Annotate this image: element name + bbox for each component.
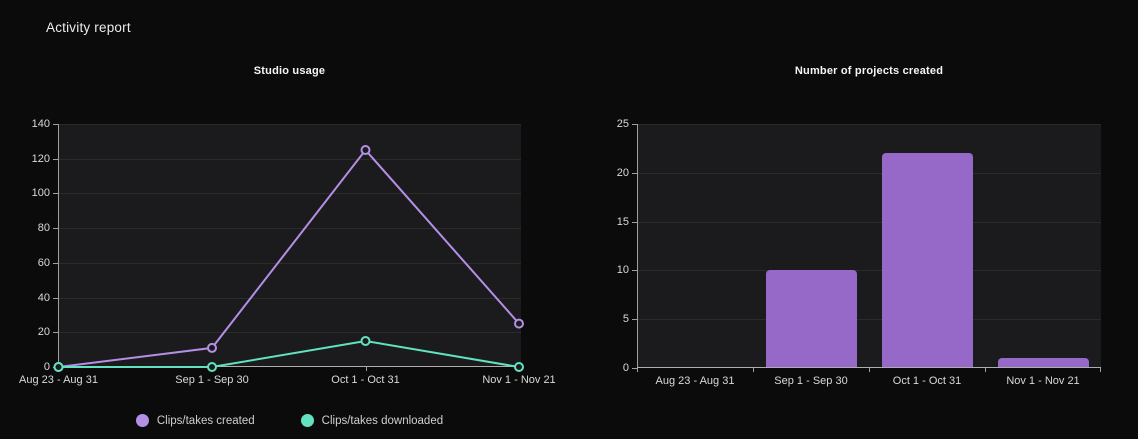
y-tick-label: 140: [31, 118, 50, 130]
line-series-1: [58, 339, 520, 368]
x-spine: [58, 366, 521, 367]
bar-chart-plot: 0 5 10 15 20 25 Aug 23 - Aug 31 Sep 1 - Sep 30 O…: [617, 118, 1101, 387]
y-tick-label: 10: [616, 264, 629, 276]
gridline: [637, 173, 1101, 174]
x-tick-label: Nov 1 - Nov 21: [482, 374, 556, 386]
x-tick-label: Aug 23 - Aug 31: [655, 375, 735, 387]
y-tick-label: 80: [37, 222, 50, 234]
y-tick-label: 0: [43, 361, 50, 373]
line-chart-legend: Clips/takes created Clips/takes downloade…: [58, 414, 521, 427]
x-tick: [985, 368, 986, 372]
x-tick: [366, 367, 367, 371]
gridline: [58, 263, 521, 264]
data-point-marker: [53, 362, 64, 372]
gridline: [58, 228, 521, 229]
gridline: [637, 319, 1101, 320]
y-spine: [637, 124, 638, 368]
y-tick-label: 25: [616, 118, 629, 130]
x-tick: [637, 368, 638, 372]
gridline: [637, 124, 1101, 125]
legend-item-0[interactable]: Clips/takes created: [135, 414, 255, 427]
x-spine: [637, 367, 1101, 368]
bar: [766, 270, 857, 367]
y-tick-label: 40: [37, 292, 50, 304]
y-tick: [53, 332, 58, 333]
x-tick-label: Sep 1 - Sep 30: [175, 374, 249, 386]
y-tick-label: 120: [31, 153, 50, 165]
y-tick-label: 60: [37, 257, 50, 269]
legend-label: Clips/takes downloaded: [321, 414, 444, 427]
data-point-marker: [514, 318, 524, 329]
x-tick-label: Oct 1 - Oct 31: [331, 374, 400, 386]
y-tick: [53, 263, 58, 264]
x-tick: [753, 368, 754, 372]
legend-dot-icon: [135, 414, 149, 427]
y-tick-label: 20: [616, 167, 629, 179]
data-point-marker: [514, 362, 524, 372]
y-tick: [632, 173, 637, 174]
gridline: [58, 298, 521, 299]
legend-item-1[interactable]: Clips/takes downloaded: [300, 414, 444, 427]
y-tick: [53, 228, 58, 229]
y-tick: [632, 222, 637, 223]
y-tick-label: 20: [37, 326, 50, 338]
gridline: [637, 270, 1101, 271]
x-tick-label: Nov 1 - Nov 21: [1006, 375, 1080, 387]
y-tick-label: 0: [622, 362, 629, 374]
legend-label: Clips/takes created: [156, 414, 255, 427]
line-series-0: [58, 148, 520, 368]
y-tick: [53, 124, 58, 125]
bar: [998, 358, 1089, 367]
y-tick-label: 15: [616, 216, 629, 228]
y-tick: [53, 298, 58, 299]
gridline: [58, 332, 521, 333]
y-tick: [632, 368, 637, 369]
gridline: [58, 193, 521, 194]
x-tick-label: Sep 1 - Sep 30: [774, 375, 848, 387]
line-chart-plot: 0 20 40 60 80 100 120 140 Aug 23 - Aug 31 Sep 1 -…: [19, 118, 556, 386]
y-tick: [53, 159, 58, 160]
page-title: Activity report: [46, 20, 131, 35]
y-tick: [632, 124, 637, 125]
data-point-marker: [207, 342, 217, 353]
x-tick-label: Oct 1 - Oct 31: [892, 375, 962, 387]
y-tick-label: 100: [31, 187, 50, 199]
line-series-canvas: [53, 145, 524, 372]
bar: [882, 153, 973, 367]
bar-chart-title: Number of projects created: [794, 65, 944, 77]
y-spine: [58, 124, 59, 367]
y-tick-label: 5: [622, 313, 629, 325]
data-point-marker: [360, 145, 371, 156]
x-tick: [869, 368, 870, 372]
data-point-marker: [360, 335, 371, 346]
y-tick: [632, 319, 637, 320]
y-tick: [53, 193, 58, 194]
data-point-marker: [207, 362, 217, 372]
gridline: [58, 159, 521, 160]
x-tick: [1100, 368, 1101, 372]
legend-dot-icon: [300, 414, 314, 427]
gridline: [58, 124, 521, 125]
y-tick: [632, 270, 637, 271]
gridline: [637, 222, 1101, 223]
x-tick-label: Aug 23 - Aug 31: [19, 374, 98, 386]
line-chart-title: Studio usage: [253, 65, 326, 77]
